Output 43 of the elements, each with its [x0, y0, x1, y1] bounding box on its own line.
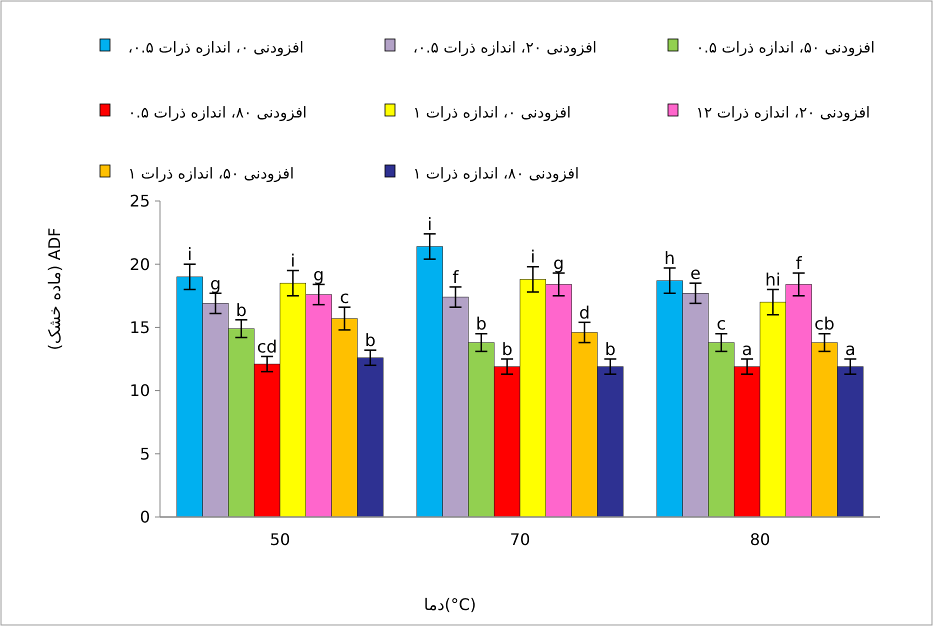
y-axis-title: (ماده خشک) ADF [45, 228, 64, 350]
y-tick-label: 20 [130, 254, 150, 274]
legend-label: افزودنی ۰، اندازه ذرات ۰.۵، [128, 38, 304, 56]
y-tick-label: 10 [130, 381, 150, 400]
data-label: hi [765, 270, 781, 290]
y-tick-label: 15 [130, 318, 150, 337]
x-tick-label: 50 [270, 530, 290, 549]
legend-label: افزودنی ۸۰، اندازه ذرات ۱ [413, 164, 580, 182]
data-label: cd [257, 337, 278, 358]
x-tick-label: 70 [510, 530, 530, 549]
data-label: cb [814, 314, 835, 335]
legend-label: افزودنی ۲۰، اندازه ذرات ۰.۵، [413, 38, 597, 56]
y-tick-label: 25 [130, 192, 150, 211]
data-label: f [796, 254, 803, 274]
data-label: b [236, 300, 247, 321]
data-label: i [530, 248, 536, 268]
data-label: e [690, 264, 701, 284]
legend-label: افزودنی ۰، اندازه ذرات ۱ [413, 103, 571, 122]
data-label: h [664, 248, 676, 269]
legend-label: افزودنی ۵۰، اندازه ذرات ۱ [128, 164, 294, 182]
legend-label: افزودنی ۸۰، اندازه ذرات ۰.۵ [128, 103, 307, 122]
data-label: d [579, 303, 590, 324]
data-label: g [553, 254, 564, 274]
data-label: i [290, 252, 296, 272]
x-tick-label: 80 [750, 530, 770, 549]
data-label: b [604, 340, 616, 360]
legend-label: افزودنی ۲۰، اندازه ذرات ۱۲ [696, 103, 870, 122]
data-label: a [845, 340, 856, 360]
legend-label: افزودنی ۵۰، اندازه ذرات ۰.۵ [696, 38, 875, 56]
data-label: a [742, 340, 752, 360]
data-label: c [340, 288, 350, 308]
data-label: i [427, 214, 432, 235]
data-label: b [364, 331, 376, 352]
data-label: c [716, 314, 726, 335]
y-tick-label: 5 [140, 444, 150, 464]
data-label: b [476, 314, 487, 335]
data-label: b [502, 340, 512, 360]
data-label: g [313, 265, 324, 286]
x-axis-title: دما(°C) [424, 595, 476, 614]
data-label: g [210, 274, 221, 294]
data-label: i [187, 245, 192, 266]
data-label: f [452, 268, 460, 288]
y-tick-label: 0 [140, 508, 150, 527]
